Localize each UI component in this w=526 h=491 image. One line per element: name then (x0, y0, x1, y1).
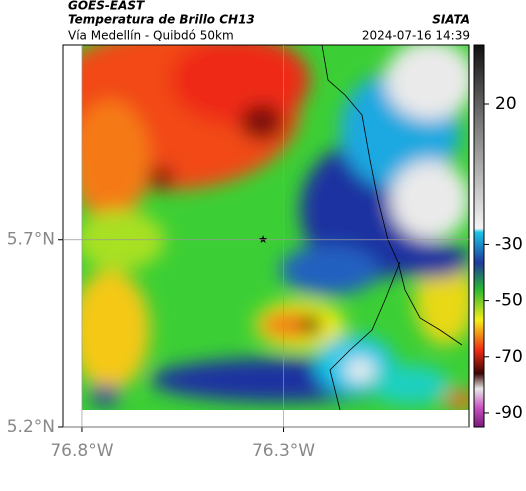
colorbar (473, 44, 485, 428)
colorbar-tick-label: -70 (495, 347, 523, 367)
x-tick-label: 76.3°W (252, 441, 315, 461)
colorbar-tick-label: -90 (495, 403, 523, 423)
border (321, 44, 463, 411)
timestamp: 2024-07-16 14:39 (362, 29, 470, 43)
title: Temperatura de Brillo CH13 (68, 13, 255, 27)
colorbar-tick-label: -50 (495, 291, 523, 311)
y-tick-label: 5.7°N (7, 230, 55, 250)
source: GOES-EAST (68, 0, 145, 13)
colorbar-tick-label: 20 (495, 94, 517, 114)
subtitle: Vía Medellín - Quibdó 50km (68, 29, 234, 43)
org: SIATA (432, 13, 470, 27)
y-tick-label: 5.2°N (7, 417, 55, 437)
brightness-field (82, 45, 469, 410)
colorbar-tick-label: -30 (495, 234, 523, 254)
x-tick-label: 76.8°W (50, 441, 113, 461)
